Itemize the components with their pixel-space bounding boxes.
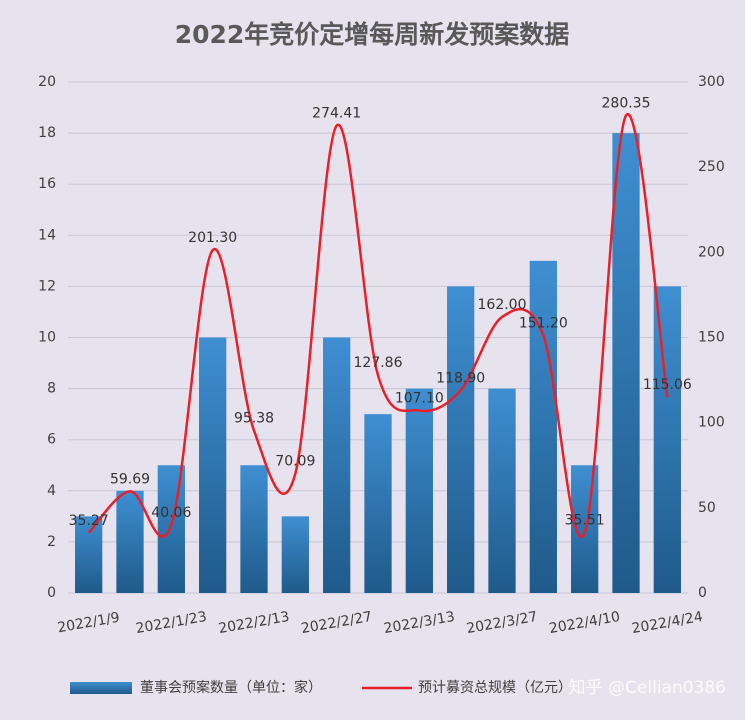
bar (281, 516, 309, 593)
bar (157, 465, 185, 593)
bar (405, 388, 433, 593)
bar (199, 337, 227, 593)
data-label: 115.06 (643, 377, 692, 393)
y2-tick-label: 50 (698, 500, 716, 516)
bar (240, 465, 268, 593)
legend-swatch (70, 682, 132, 694)
y-tick-label: 2 (47, 534, 56, 550)
x-tick-label: 2022/2/13 (217, 609, 290, 637)
y-tick-label: 14 (38, 227, 56, 243)
y-tick-label: 6 (47, 432, 56, 448)
bar (529, 260, 557, 593)
bar (653, 286, 681, 593)
y-tick-label: 20 (38, 74, 56, 90)
y2-tick-label: 150 (698, 330, 725, 346)
bar (612, 133, 640, 593)
data-label: 35.27 (69, 513, 109, 529)
bar (323, 337, 351, 593)
y-tick-label: 16 (38, 176, 56, 192)
y2-tick-label: 250 (698, 159, 725, 175)
bar (75, 516, 103, 593)
bar (447, 286, 475, 593)
y2-tick-label: 300 (698, 74, 725, 90)
y-tick-label: 0 (47, 585, 56, 601)
data-label: 70.09 (275, 454, 315, 470)
x-tick-label: 2022/4/24 (631, 609, 705, 637)
data-label: 40.06 (151, 505, 191, 521)
line (87, 112, 669, 538)
y-tick-label: 18 (38, 125, 56, 141)
y2-tick-label: 100 (698, 415, 725, 431)
bar (364, 414, 392, 593)
x-tick-label: 2022/1/9 (56, 610, 121, 637)
data-label: 95.38 (234, 411, 274, 427)
data-label: 280.35 (602, 95, 651, 111)
chart-title: 2022年竞价定增每周新发预案数据 (175, 20, 570, 49)
data-label: 107.10 (395, 391, 444, 407)
data-label: 35.51 (565, 513, 605, 529)
x-tick-label: 2022/3/13 (383, 609, 456, 637)
bar (488, 388, 516, 593)
watermark: 知乎 @Cellian0386 (569, 678, 726, 698)
y2-tick-label: 200 (698, 244, 725, 260)
data-label: 151.20 (519, 315, 568, 331)
data-label: 118.90 (436, 370, 485, 386)
y2-tick-label: 0 (698, 585, 707, 601)
bar (116, 490, 144, 593)
data-label: 162.00 (478, 297, 527, 313)
y-tick-label: 4 (47, 483, 56, 499)
data-label: 59.69 (110, 471, 150, 487)
x-tick-label: 2022/3/27 (465, 609, 538, 637)
x-tick-label: 2022/2/27 (300, 609, 373, 637)
y-tick-label: 8 (47, 381, 56, 397)
x-tick-label: 2022/4/10 (548, 609, 621, 637)
data-label: 127.86 (354, 355, 403, 371)
data-label: 274.41 (312, 106, 361, 122)
x-tick-label: 2022/1/23 (135, 609, 208, 637)
y-tick-label: 12 (38, 278, 56, 294)
legend-label: 预计募资总规模（亿元） (418, 680, 572, 696)
y-tick-label: 10 (38, 330, 56, 346)
data-label: 201.30 (188, 230, 237, 246)
legend-label: 董事会预案数量（单位：家） (140, 679, 322, 696)
